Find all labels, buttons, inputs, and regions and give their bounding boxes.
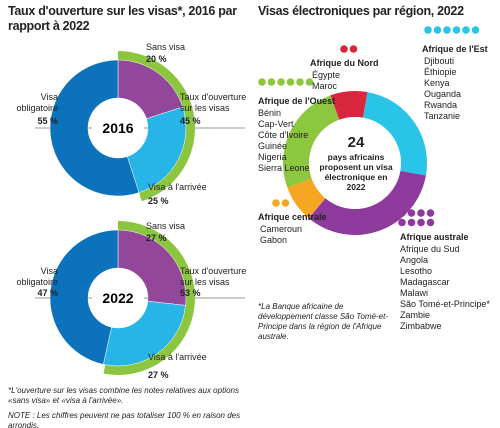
value-label: 27 % [146,233,167,243]
region-dot [286,78,295,86]
value-label: 45 % [180,116,201,126]
value-label: 47 % [37,288,58,298]
region-dot [426,218,435,227]
country: Maroc [312,81,338,91]
left-title: Taux d'ouverture sur les visas*, 2016 pa… [8,4,237,33]
region-dot [258,78,266,86]
country: Rwanda [424,100,458,110]
country: Cameroun [260,224,303,234]
outer-arc [118,51,195,202]
country: Cap-Vert [258,119,294,129]
country: Ouganda [424,89,462,99]
country: Kenya [424,78,450,88]
country: Bénin [258,108,282,118]
label: Visa obligatoire [16,92,58,113]
region-dot [471,26,480,34]
region-dot [398,209,406,217]
country: Guinée [258,141,288,151]
region-dot [407,209,416,217]
region-dot [417,218,425,227]
region-dot [267,78,276,86]
country-list: Afrique du Sud Angola Lesotho Madagascar Mal… [400,244,490,332]
label: Visa obligatoire [16,266,58,287]
center-disc [92,272,144,324]
region-dot [272,199,280,207]
region-name: Afrique australe [400,232,469,242]
region-dot [452,26,461,34]
region-name: Afrique du Nord [310,58,379,68]
region-dot [340,45,348,53]
label: Visa à l'arrivée [148,352,207,362]
center-disc [92,102,144,154]
country: Lesotho [400,266,433,276]
region-dot [462,26,470,34]
value-label: 55 % [37,116,58,126]
center-value: 24 [347,134,365,151]
region-dot [349,45,358,53]
value-label: 27 % [148,370,169,380]
donut-segment [362,92,427,176]
donut-segment [330,91,368,120]
value-label: 20 % [146,54,167,64]
region-dot [417,209,425,217]
center-disc [309,117,401,209]
footnote: *L'ouverture sur les visas combine les n… [8,386,239,405]
region-dot [281,199,290,207]
donut-segment [283,95,340,188]
region-name: Afrique de l'Est [422,44,488,54]
label: Taux d'ouverture sur les visas [180,92,247,113]
country: Gabon [260,235,288,245]
country: Zambie [400,310,431,320]
region-dot [443,26,451,34]
country: Djibouti [424,56,455,66]
donut-segment [287,178,326,219]
donut-segment [103,300,186,367]
region-dot [433,26,442,34]
note: *La Banque africaine de développement cl… [258,302,388,341]
label: Sans visa [146,221,186,231]
center-label: pays africains proposent un visa électro… [319,152,393,192]
country: Madagascar [400,277,450,287]
country-list: Cameroun Gabon [260,224,302,246]
country: Tanzanie [424,111,461,121]
region-name: Afrique de l'Ouest [258,96,336,106]
country: Zimbabwe [400,321,442,331]
country: Éthiopie [424,67,457,77]
center-label: 2022 [102,290,133,306]
label: Taux d'ouverture sur les visas [180,266,247,287]
value-label: 53 % [180,288,201,298]
region-name: Afrique centrale [258,212,327,222]
region-dot [277,78,285,86]
donut-segment [49,59,140,197]
region-dot [398,218,406,227]
footnote: NOTE : Les chiffres peuvent ne pas total… [8,411,241,428]
donut-segment [126,106,187,193]
country: Afrique du Sud [400,244,460,254]
value-label: 25 % [148,196,169,206]
center-label: 2016 [102,120,133,136]
right-title: Visas électroniques par région, 2022 [258,4,464,18]
country: Malawi [400,288,429,298]
region-dot [407,218,416,227]
country-list: Égypte Maroc [312,70,340,92]
country: São Tomé-et-Principe* [400,299,490,309]
country-list: Djibouti Éthiopie Kenya Ouganda Rwanda Tanzan… [424,56,461,122]
country: Sierra Leone [258,163,310,173]
donut-segment [117,229,187,306]
region-dot [305,78,314,86]
country: Égypte [312,70,341,80]
label: Visa à l'arrivée [148,182,207,192]
region-dot [424,26,432,34]
country-list: Bénin Cap-Vert Côte d'Ivoire Guinée Nigeria S… [258,108,310,174]
country: Nigeria [258,152,287,162]
region-dot [296,78,304,86]
country: Côte d'Ivoire [258,130,309,140]
donut-segment [49,229,119,365]
region-dot [426,209,435,217]
country: Angola [400,255,429,265]
label: Sans visa [146,42,186,52]
donut-segment [308,170,426,235]
